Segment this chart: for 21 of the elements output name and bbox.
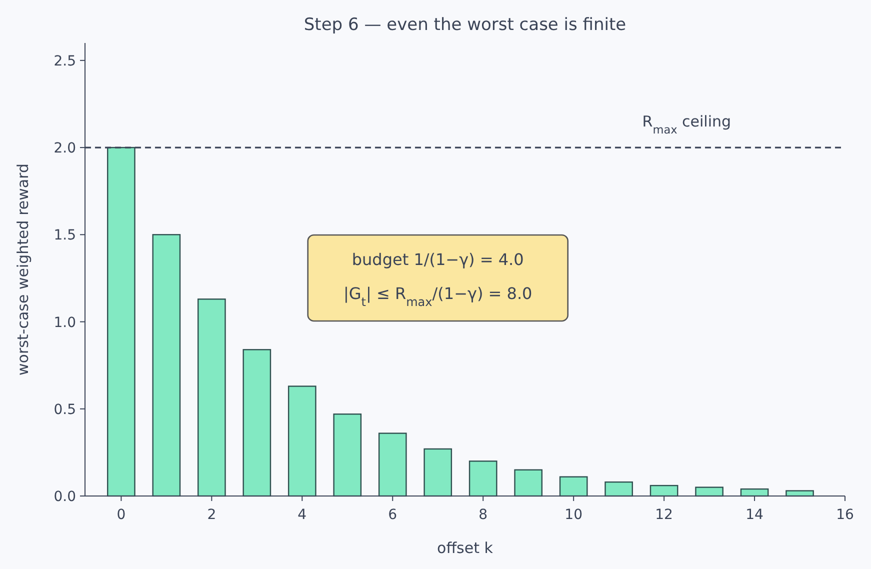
y-tick-label: 2.5: [54, 53, 76, 70]
x-tick-label: 8: [478, 507, 488, 523]
annotation: budget 1/(1−γ) = 4.0: [352, 250, 524, 269]
y-tick-label: 0.0: [54, 489, 76, 505]
x-axis-title: offset k: [437, 539, 494, 557]
x-tick-label: 16: [836, 507, 854, 523]
x-tick-label: 6: [388, 507, 398, 523]
y-axis-title: worst-case weighted reward: [14, 163, 32, 376]
x-tick-label: 12: [655, 507, 673, 523]
x-tick-label: 4: [298, 507, 307, 523]
y-tick-label: 1.5: [54, 228, 76, 244]
y-tick-label: 1.0: [54, 314, 76, 331]
x-tick-label: 0: [116, 507, 126, 523]
x-tick-label: 14: [746, 507, 764, 523]
ref-line-label: R$_{max}$ ceiling: [642, 112, 732, 136]
annotation: |G$_{t}$| ≤ R$_{max}$/(1−γ) = 8.0: [344, 284, 532, 309]
x-tick-label: 10: [564, 507, 582, 523]
chart-title: Step 6 — even the worst case is finite: [304, 15, 626, 35]
y-tick-label: 0.5: [54, 402, 76, 418]
x-tick-label: 2: [207, 507, 216, 523]
y-tick-label: 2.0: [54, 140, 76, 157]
